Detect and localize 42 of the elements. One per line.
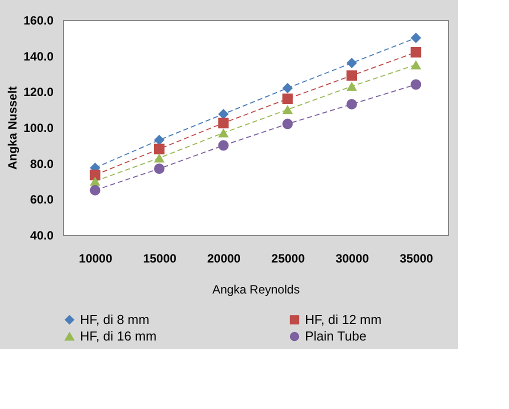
x-tick-label: 30000 bbox=[336, 252, 370, 266]
point bbox=[154, 163, 164, 174]
x-axis-title: Angka Reynolds bbox=[212, 282, 300, 296]
y-tick-label: 120.0 bbox=[23, 85, 54, 100]
point bbox=[218, 108, 229, 120]
point bbox=[218, 128, 229, 138]
y-tick-label: 100.0 bbox=[23, 121, 54, 135]
point bbox=[282, 82, 293, 94]
point bbox=[410, 79, 422, 90]
point bbox=[218, 118, 229, 128]
point bbox=[90, 184, 100, 196]
point bbox=[90, 170, 100, 180]
point bbox=[154, 144, 164, 154]
y-tick-label: 140.0 bbox=[23, 49, 54, 64]
x-tick-label: 25000 bbox=[271, 252, 306, 266]
point bbox=[218, 140, 229, 151]
point bbox=[346, 82, 357, 91]
y-tick-label: 60.0 bbox=[30, 192, 54, 207]
point bbox=[346, 70, 357, 81]
y-tick-label: 160.0 bbox=[23, 14, 54, 28]
point bbox=[410, 60, 422, 70]
legend-label: HF, di 8 mm bbox=[80, 312, 150, 327]
point bbox=[90, 176, 100, 186]
point bbox=[346, 98, 357, 110]
point bbox=[282, 118, 293, 130]
point bbox=[154, 153, 164, 162]
x-tick-label: 15000 bbox=[143, 252, 177, 266]
y-tick-label: 80.0 bbox=[30, 156, 54, 171]
point bbox=[154, 134, 164, 146]
point bbox=[410, 47, 422, 58]
point bbox=[346, 58, 357, 68]
point bbox=[410, 32, 422, 44]
point bbox=[282, 105, 293, 114]
y-axis-title: Angka Nusselt bbox=[5, 86, 20, 170]
legend-label: HF, di 16 mm bbox=[80, 328, 157, 344]
y-tick-label: 40.0 bbox=[30, 228, 54, 242]
legend-label: HF, di 12 mm bbox=[305, 312, 382, 327]
point bbox=[282, 94, 293, 104]
legend-label: Plain Tube bbox=[305, 328, 366, 344]
x-tick-label: 10000 bbox=[78, 252, 113, 266]
x-tick-label: 20000 bbox=[207, 252, 241, 266]
x-tick-label: 35000 bbox=[400, 252, 434, 266]
